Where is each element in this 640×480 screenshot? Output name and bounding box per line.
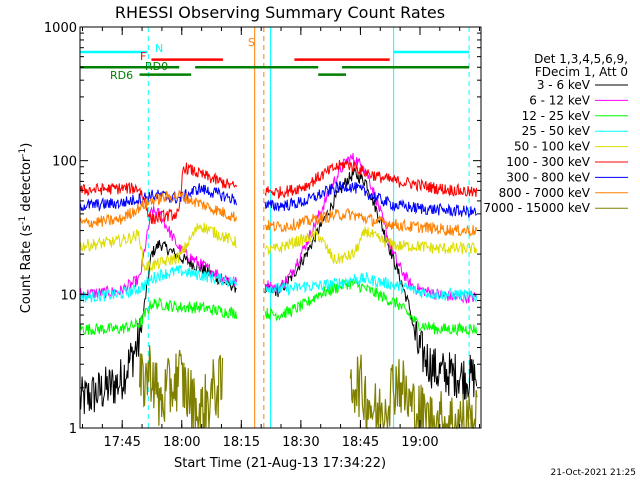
series-0	[79, 167, 478, 415]
series-line-4	[79, 222, 478, 272]
legend-entry-6: 300 - 800 keV	[506, 170, 590, 184]
state-bar-label-f: F	[140, 50, 146, 63]
series-8	[139, 345, 478, 430]
x-tick-label: 17:45	[103, 435, 140, 450]
series-line-6	[79, 180, 478, 218]
series-line-5	[79, 158, 478, 225]
legend-entry-7: 800 - 7000 keV	[499, 186, 591, 200]
plot-frame	[79, 26, 482, 429]
state-bar-label-rd0: RD0	[145, 60, 168, 73]
x-tick-label: 18:30	[282, 435, 319, 450]
state-bar-label-s: S	[248, 36, 255, 49]
y-tick-label: 10	[60, 288, 77, 303]
legend-entry-3: 25 - 50 keV	[522, 124, 591, 138]
axes: 1 10 100 1000 17:45 18:00 18:15 18:30 18:45 19:00	[44, 21, 482, 450]
series-line-7	[79, 190, 478, 237]
x-axis-label: Start Time (21-Aug-13 17:34:22)	[174, 456, 386, 471]
legend-header-1: FDecim 1, Att 0	[535, 65, 628, 79]
state-bar-label-n: N	[155, 42, 163, 55]
chart-title: RHESSI Observing Summary Count Rates	[115, 3, 445, 22]
series-3	[79, 264, 478, 303]
state-bar-label-rd6: RD6	[110, 69, 133, 82]
legend-header-0: Det 1,3,4,5,6,9,	[534, 52, 628, 66]
y-axis-label: Count Rate (s-1 detector-1)	[18, 143, 34, 314]
y-tick-label: 100	[52, 155, 77, 170]
legend-entry-4: 50 - 100 keV	[514, 140, 591, 154]
series-5	[79, 158, 478, 225]
legend-entry-2: 12 - 25 keV	[522, 109, 591, 123]
series-line-2	[79, 279, 478, 337]
series-line-8	[139, 345, 478, 430]
legend-entry-8: 7000 - 15000 keV	[483, 201, 590, 215]
series-1	[79, 152, 478, 304]
legend-entry-5: 100 - 300 keV	[506, 155, 590, 169]
legend: Det 1,3,4,5,6,9,FDecim 1, Att 03 - 6 keV…	[483, 52, 628, 215]
y-tick-label: 1000	[44, 21, 77, 36]
series-line-1	[79, 152, 478, 304]
series-2	[79, 279, 478, 337]
x-tick-label: 18:15	[223, 435, 260, 450]
series-line-0	[79, 167, 478, 415]
legend-entry-1: 6 - 12 keV	[529, 93, 591, 107]
footer-timestamp: 21-Oct-2021 21:25	[551, 468, 636, 478]
series-7	[79, 190, 478, 237]
legend-entry-0: 3 - 6 keV	[537, 78, 591, 92]
y-tick-label: 1	[69, 422, 77, 437]
series-line-3	[79, 264, 478, 303]
x-tick-label: 18:00	[163, 435, 200, 450]
x-tick-label: 18:45	[342, 435, 379, 450]
series-4	[79, 222, 478, 272]
series-6	[79, 180, 478, 218]
x-tick-label: 19:00	[401, 435, 438, 450]
